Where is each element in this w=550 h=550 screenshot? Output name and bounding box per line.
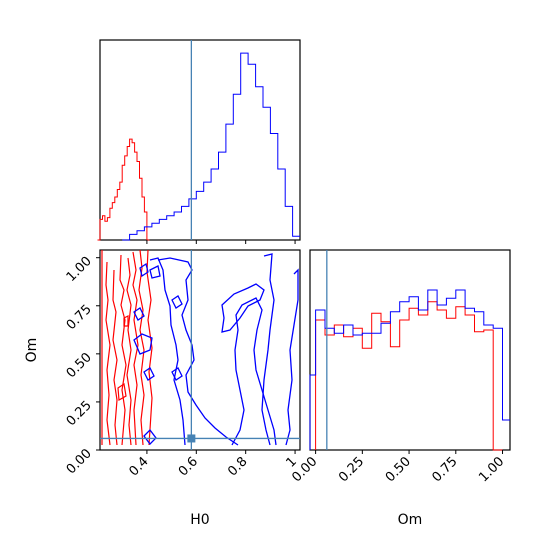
blue-contour-island-2 <box>149 265 161 279</box>
red-contour-4 <box>119 254 127 446</box>
contour-xtick-label-1: 0.6 <box>176 454 201 479</box>
blue-contour-right <box>261 253 275 446</box>
red-contour-8 <box>146 249 153 446</box>
contour-xtick-label-0: 0.4 <box>127 454 152 479</box>
red-contour-7 <box>138 249 145 446</box>
ticks: 0.4 0.6 0.8 10.000.250.500.751.000.00 0.25 0.… <box>64 240 507 485</box>
hist-om-series-1 <box>309 289 510 450</box>
hist-om-xtick-label-2: 0.50 <box>383 454 414 485</box>
contour-xtick-label-2: 0.8 <box>225 454 250 479</box>
hist-h0-series-1 <box>122 52 300 241</box>
red-contour-9 <box>117 382 127 401</box>
hist-om-xtick-label-1: 0.25 <box>336 454 367 485</box>
hist-om-xtick-label-0: 0.00 <box>289 454 320 485</box>
blue-contour-island-6 <box>171 367 183 381</box>
red-contours <box>101 249 153 446</box>
contour-ytick-label-3: 0.75 <box>64 302 95 333</box>
blue-contour-island-5 <box>143 367 155 381</box>
contour-panel <box>101 249 299 446</box>
contour-frame <box>99 249 301 451</box>
red-contour-3 <box>112 269 118 446</box>
hist-h0-series-0 <box>97 138 150 241</box>
blue-contour-outer-left <box>149 257 186 446</box>
contour-ytick-label-2: 0.50 <box>64 350 95 381</box>
blue-contour-island-8 <box>133 333 153 355</box>
hist-om-series-0 <box>315 301 503 451</box>
contour-ytick-label-4: 1.00 <box>64 254 95 285</box>
truth-markers <box>100 40 328 450</box>
blue-contour-island-3 <box>133 307 145 321</box>
contour-ytick-label-0: 0.00 <box>64 446 95 477</box>
red-contour-10 <box>123 315 129 327</box>
contour-ytick-label-1: 0.25 <box>64 398 95 429</box>
hist-om-xtick-label-4: 1.00 <box>476 454 507 485</box>
x-label-h0: H0 <box>190 512 209 528</box>
y-label-om: Om <box>24 338 40 363</box>
blue-contour-island-4 <box>171 295 183 309</box>
hist-h0-frame <box>99 39 301 241</box>
blue-contours <box>133 253 299 446</box>
hist-h0-panel <box>97 52 300 241</box>
red-contour-6 <box>132 251 139 446</box>
x-label-om: Om <box>398 512 423 528</box>
blue-contour-ring-inner <box>221 283 265 333</box>
hist-om-frame <box>309 249 511 451</box>
truth-point <box>187 434 196 443</box>
blue-contour-island-1 <box>139 262 149 278</box>
red-contour-2 <box>105 261 111 446</box>
blue-contour-left-top <box>157 257 239 446</box>
hist-om-xtick-label-3: 0.75 <box>430 454 461 485</box>
blue-contour-far-right <box>285 268 299 446</box>
hist-om-panel <box>309 289 510 451</box>
red-contour-5 <box>126 257 132 446</box>
